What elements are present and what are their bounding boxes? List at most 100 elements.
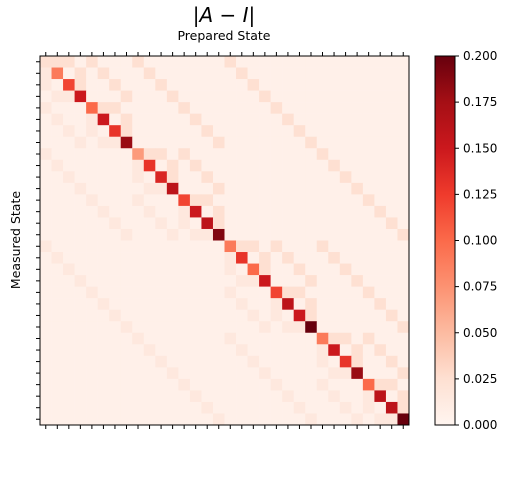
heatmap-cell bbox=[212, 332, 225, 345]
heatmap-cell bbox=[224, 205, 237, 218]
heatmap-cell bbox=[282, 102, 294, 114]
heatmap-cell bbox=[270, 171, 283, 184]
heatmap-cell bbox=[282, 298, 294, 310]
heatmap-cell bbox=[339, 240, 352, 253]
heatmap-cell bbox=[397, 401, 410, 414]
heatmap-cell bbox=[305, 252, 318, 264]
heatmap-cell bbox=[63, 263, 75, 276]
heatmap-cell bbox=[339, 332, 352, 345]
heatmap-cell bbox=[224, 367, 237, 380]
heatmap-cell bbox=[224, 378, 237, 391]
heatmap-cell bbox=[270, 390, 283, 403]
heatmap-cell bbox=[351, 217, 364, 230]
heatmap-cell bbox=[143, 228, 156, 241]
heatmap-cell bbox=[316, 171, 329, 184]
heatmap-cell bbox=[40, 171, 52, 184]
heatmap-cell bbox=[282, 67, 294, 80]
heatmap-cell bbox=[259, 217, 271, 230]
heatmap-cell bbox=[155, 67, 168, 80]
heatmap-cell bbox=[293, 344, 306, 357]
heatmap-cell bbox=[305, 263, 318, 276]
heatmap-cell bbox=[143, 252, 156, 264]
heatmap-cell bbox=[109, 67, 122, 80]
heatmap-cell bbox=[51, 275, 64, 287]
heatmap-cell bbox=[63, 125, 75, 138]
heatmap-cell bbox=[328, 79, 341, 91]
chart-subtitle: Prepared State bbox=[177, 28, 270, 43]
heatmap-cell bbox=[374, 90, 387, 103]
heatmap-cell bbox=[132, 171, 145, 184]
heatmap-cell bbox=[236, 344, 248, 357]
heatmap-cell bbox=[120, 367, 133, 380]
heatmap-cell bbox=[259, 67, 271, 80]
heatmap-cell bbox=[212, 113, 225, 126]
heatmap-cell bbox=[166, 309, 179, 322]
heatmap-cell bbox=[282, 90, 294, 103]
heatmap-cell bbox=[362, 275, 375, 287]
heatmap-cell bbox=[120, 252, 133, 264]
heatmap-cell bbox=[63, 298, 75, 310]
heatmap-cell bbox=[374, 125, 387, 138]
heatmap-cell bbox=[236, 309, 248, 322]
heatmap-cell bbox=[270, 378, 283, 391]
heatmap-cell bbox=[385, 136, 398, 149]
heatmap-cell bbox=[178, 113, 191, 126]
heatmap-cell bbox=[293, 90, 306, 103]
heatmap-cell bbox=[132, 298, 145, 310]
heatmap-cell bbox=[212, 298, 225, 310]
heatmap-cell bbox=[385, 321, 398, 334]
heatmap-cell bbox=[293, 355, 306, 368]
heatmap-cell bbox=[155, 90, 168, 103]
heatmap-cell bbox=[224, 286, 237, 299]
heatmap-cell bbox=[166, 194, 179, 207]
heatmap-cell bbox=[397, 205, 410, 218]
heatmap-cell bbox=[97, 228, 110, 241]
heatmap-cell bbox=[51, 355, 64, 368]
heatmap-cell bbox=[305, 171, 318, 184]
heatmap-cell bbox=[155, 263, 168, 276]
heatmap-cell bbox=[328, 390, 341, 403]
heatmap-cell bbox=[305, 367, 318, 380]
heatmap-cell bbox=[362, 56, 375, 68]
heatmap-cell bbox=[328, 298, 341, 310]
heatmap-cell bbox=[362, 171, 375, 184]
heatmap-cell bbox=[74, 378, 87, 391]
heatmap-cell bbox=[143, 182, 156, 195]
heatmap-cell bbox=[51, 401, 64, 414]
heatmap-cell bbox=[247, 148, 260, 161]
heatmap-cell bbox=[339, 252, 352, 264]
heatmap-cell bbox=[51, 79, 64, 91]
heatmap-cell bbox=[259, 194, 271, 207]
heatmap-cell bbox=[109, 367, 122, 380]
heatmap-cell bbox=[120, 332, 133, 345]
heatmap-cell bbox=[40, 79, 52, 91]
heatmap-cell bbox=[201, 263, 214, 276]
heatmap-cell bbox=[86, 113, 98, 126]
heatmap-cell bbox=[51, 102, 64, 114]
heatmap-cell bbox=[293, 194, 306, 207]
heatmap-cell bbox=[316, 390, 329, 403]
heatmap-cell bbox=[236, 217, 248, 230]
heatmap-cell bbox=[201, 171, 214, 184]
heatmap-cell bbox=[120, 240, 133, 253]
heatmap-cell bbox=[40, 194, 52, 207]
heatmap-cell bbox=[189, 125, 202, 138]
heatmap-cell bbox=[224, 125, 237, 138]
heatmap-cell bbox=[166, 67, 179, 80]
heatmap-cell bbox=[74, 309, 87, 322]
heatmap-cell bbox=[212, 275, 225, 287]
heatmap-cell bbox=[282, 252, 294, 264]
heatmap-cell bbox=[97, 413, 110, 426]
heatmap-cell bbox=[63, 332, 75, 345]
heatmap-cell bbox=[385, 67, 398, 80]
heatmap-cell bbox=[397, 263, 410, 276]
heatmap-cell bbox=[155, 125, 168, 138]
heatmap-cell bbox=[178, 102, 191, 114]
heatmap-cell bbox=[189, 90, 202, 103]
heatmap-cell bbox=[362, 136, 375, 149]
heatmap-cell bbox=[236, 286, 248, 299]
heatmap-cell bbox=[74, 286, 87, 299]
heatmap-cell bbox=[189, 332, 202, 345]
heatmap-cell bbox=[132, 148, 145, 161]
heatmap-cell bbox=[74, 217, 87, 230]
